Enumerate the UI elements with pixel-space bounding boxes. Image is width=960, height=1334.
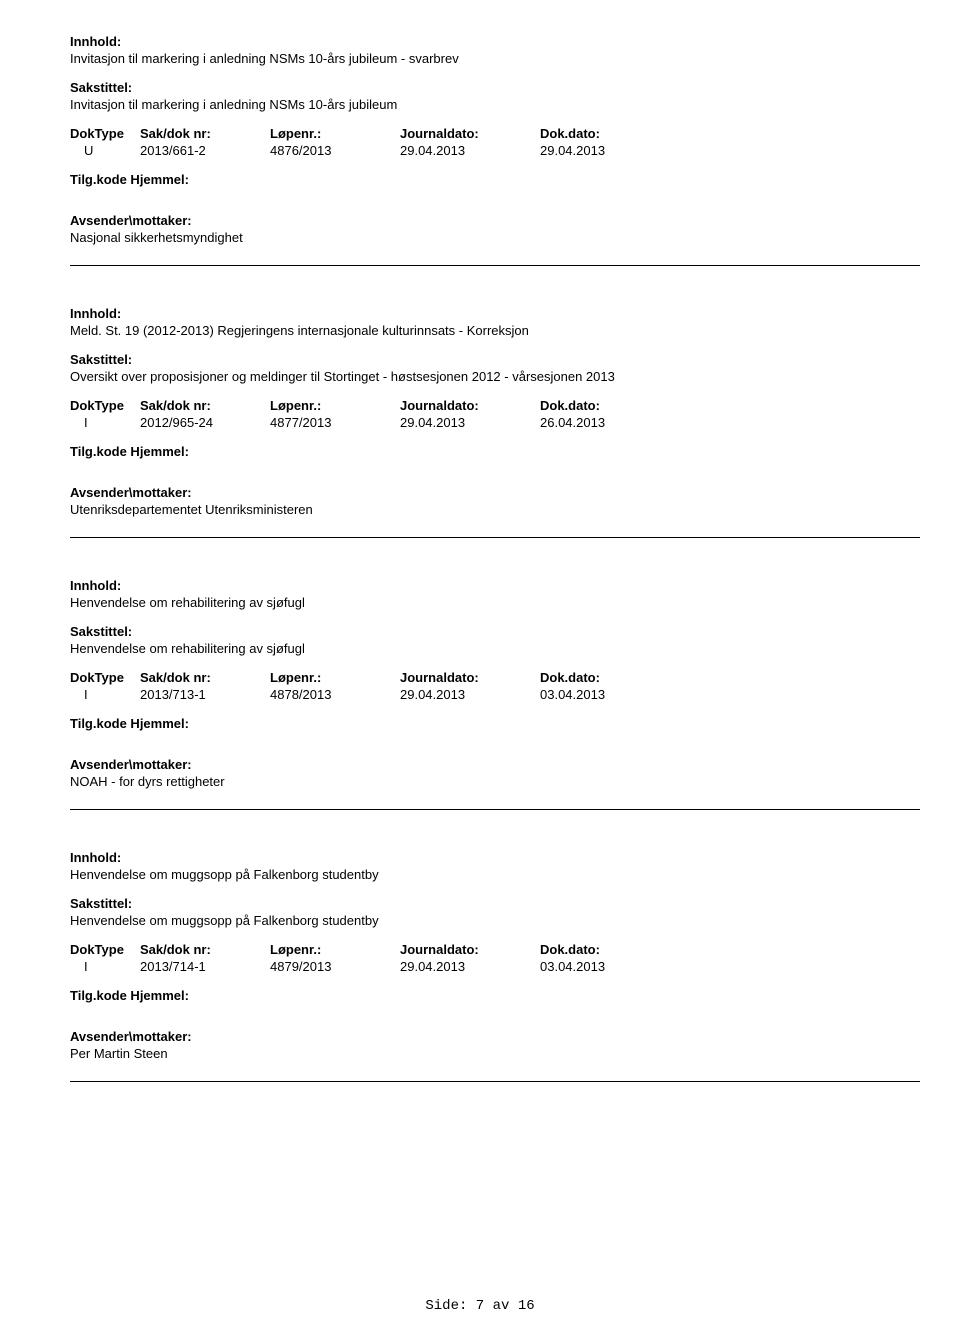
avsender-label: Avsender\mottaker: <box>70 213 920 228</box>
innhold-value: Henvendelse om muggsopp på Falkenborg st… <box>70 867 920 882</box>
col-value-lopenr: 4878/2013 <box>270 687 400 702</box>
tilgkode-label: Tilg.kode Hjemmel: <box>70 444 920 459</box>
avsender-value: Per Martin Steen <box>70 1046 920 1061</box>
avsender-value: NOAH - for dyrs rettigheter <box>70 774 920 789</box>
col-header-saknr: Sak/dok nr: <box>140 126 270 141</box>
sakstittel-label: Sakstittel: <box>70 896 920 911</box>
col-header-doktype: DokType <box>70 670 140 685</box>
col-header-dokdato: Dok.dato: <box>540 398 660 413</box>
col-header-saknr: Sak/dok nr: <box>140 942 270 957</box>
footer-side-label: Side: <box>425 1298 467 1314</box>
footer-page-number: 7 <box>476 1298 484 1314</box>
col-header-doktype: DokType <box>70 398 140 413</box>
avsender-label: Avsender\mottaker: <box>70 1029 920 1044</box>
col-value-saknr: 2012/965-24 <box>140 415 270 430</box>
col-header-journaldato: Journaldato: <box>400 398 540 413</box>
innhold-label: Innhold: <box>70 578 920 593</box>
col-value-dokdato: 03.04.2013 <box>540 687 660 702</box>
record: Innhold: Meld. St. 19 (2012-2013) Regjer… <box>70 306 920 538</box>
col-header-journaldato: Journaldato: <box>400 670 540 685</box>
col-value-journaldato: 29.04.2013 <box>400 415 540 430</box>
columns-row: I 2013/714-1 4879/2013 29.04.2013 03.04.… <box>70 959 920 974</box>
col-header-doktype: DokType <box>70 942 140 957</box>
sakstittel-value: Henvendelse om rehabilitering av sjøfugl <box>70 641 920 656</box>
sakstittel-label: Sakstittel: <box>70 624 920 639</box>
record-divider <box>70 1081 920 1082</box>
col-value-dokdato: 26.04.2013 <box>540 415 660 430</box>
tilgkode-label: Tilg.kode Hjemmel: <box>70 716 920 731</box>
sakstittel-label: Sakstittel: <box>70 80 920 95</box>
columns-header: DokType Sak/dok nr: Løpenr.: Journaldato… <box>70 670 920 685</box>
columns-row: U 2013/661-2 4876/2013 29.04.2013 29.04.… <box>70 143 920 158</box>
col-header-lopenr: Løpenr.: <box>270 126 400 141</box>
sakstittel-label: Sakstittel: <box>70 352 920 367</box>
avsender-value: Nasjonal sikkerhetsmyndighet <box>70 230 920 245</box>
page-footer: Side: 7 av 16 <box>0 1298 960 1314</box>
col-value-journaldato: 29.04.2013 <box>400 143 540 158</box>
innhold-label: Innhold: <box>70 850 920 865</box>
col-value-saknr: 2013/713-1 <box>140 687 270 702</box>
record-divider <box>70 265 920 266</box>
col-header-saknr: Sak/dok nr: <box>140 670 270 685</box>
footer-av-label: av <box>493 1298 510 1314</box>
col-header-dokdato: Dok.dato: <box>540 670 660 685</box>
col-value-lopenr: 4879/2013 <box>270 959 400 974</box>
col-header-lopenr: Løpenr.: <box>270 398 400 413</box>
record-divider <box>70 537 920 538</box>
col-header-dokdato: Dok.dato: <box>540 126 660 141</box>
col-header-journaldato: Journaldato: <box>400 126 540 141</box>
col-value-lopenr: 4876/2013 <box>270 143 400 158</box>
col-header-saknr: Sak/dok nr: <box>140 398 270 413</box>
col-header-dokdato: Dok.dato: <box>540 942 660 957</box>
sakstittel-value: Invitasjon til markering i anledning NSM… <box>70 97 920 112</box>
col-value-doktype: I <box>70 959 140 974</box>
record-divider <box>70 809 920 810</box>
columns-header: DokType Sak/dok nr: Løpenr.: Journaldato… <box>70 942 920 957</box>
innhold-label: Innhold: <box>70 34 920 49</box>
col-value-saknr: 2013/661-2 <box>140 143 270 158</box>
tilgkode-label: Tilg.kode Hjemmel: <box>70 988 920 1003</box>
col-value-dokdato: 29.04.2013 <box>540 143 660 158</box>
record: Innhold: Henvendelse om muggsopp på Falk… <box>70 850 920 1082</box>
avsender-value: Utenriksdepartementet Utenriksministeren <box>70 502 920 517</box>
col-value-journaldato: 29.04.2013 <box>400 687 540 702</box>
col-header-doktype: DokType <box>70 126 140 141</box>
record: Innhold: Henvendelse om rehabilitering a… <box>70 578 920 810</box>
columns-header: DokType Sak/dok nr: Løpenr.: Journaldato… <box>70 398 920 413</box>
col-value-lopenr: 4877/2013 <box>270 415 400 430</box>
sakstittel-value: Henvendelse om muggsopp på Falkenborg st… <box>70 913 920 928</box>
col-value-doktype: I <box>70 415 140 430</box>
record: Innhold: Invitasjon til markering i anle… <box>70 34 920 266</box>
columns-row: I 2013/713-1 4878/2013 29.04.2013 03.04.… <box>70 687 920 702</box>
col-value-dokdato: 03.04.2013 <box>540 959 660 974</box>
avsender-label: Avsender\mottaker: <box>70 485 920 500</box>
col-value-saknr: 2013/714-1 <box>140 959 270 974</box>
sakstittel-value: Oversikt over proposisjoner og meldinger… <box>70 369 920 384</box>
innhold-value: Henvendelse om rehabilitering av sjøfugl <box>70 595 920 610</box>
col-header-lopenr: Løpenr.: <box>270 942 400 957</box>
innhold-value: Invitasjon til markering i anledning NSM… <box>70 51 920 66</box>
col-value-journaldato: 29.04.2013 <box>400 959 540 974</box>
footer-total-pages: 16 <box>518 1298 535 1314</box>
innhold-value: Meld. St. 19 (2012-2013) Regjeringens in… <box>70 323 920 338</box>
col-header-journaldato: Journaldato: <box>400 942 540 957</box>
col-header-lopenr: Løpenr.: <box>270 670 400 685</box>
col-value-doktype: U <box>70 143 140 158</box>
tilgkode-label: Tilg.kode Hjemmel: <box>70 172 920 187</box>
innhold-label: Innhold: <box>70 306 920 321</box>
columns-header: DokType Sak/dok nr: Løpenr.: Journaldato… <box>70 126 920 141</box>
col-value-doktype: I <box>70 687 140 702</box>
columns-row: I 2012/965-24 4877/2013 29.04.2013 26.04… <box>70 415 920 430</box>
avsender-label: Avsender\mottaker: <box>70 757 920 772</box>
